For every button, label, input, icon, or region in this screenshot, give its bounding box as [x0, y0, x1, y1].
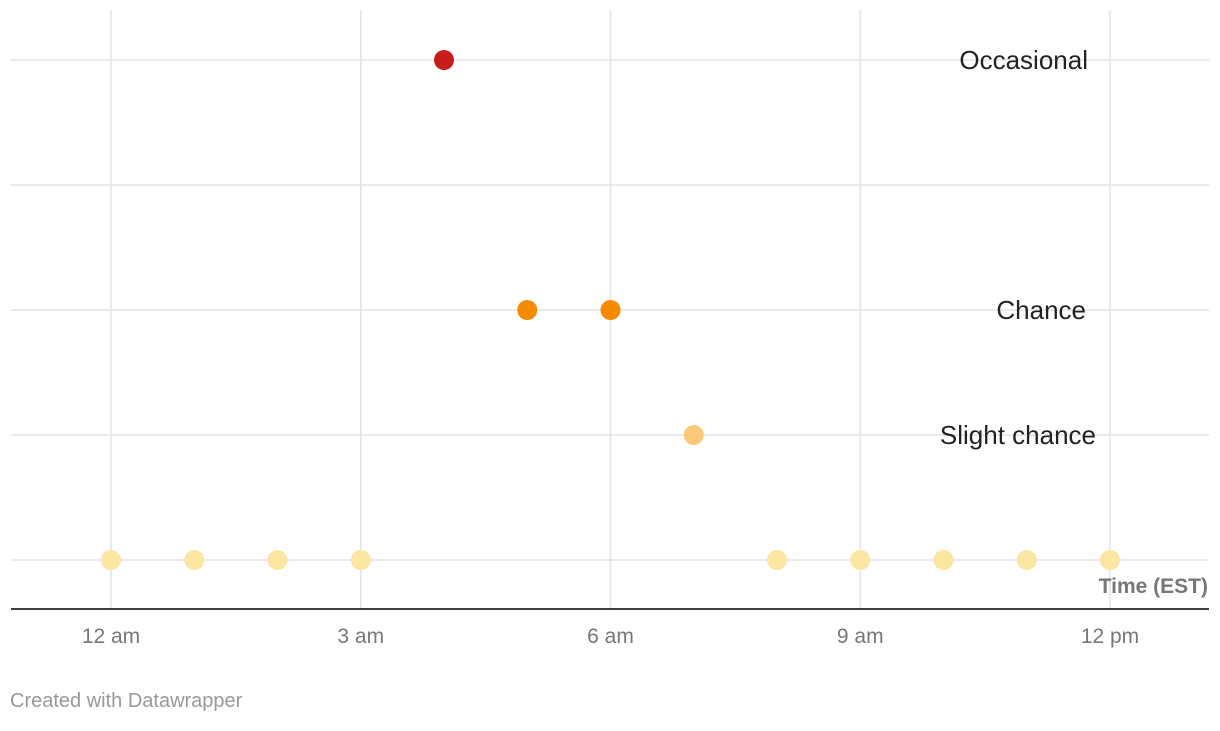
x-tick-labels: 12 am 3 am 6 am 9 am 12 pm [82, 625, 1139, 648]
x-tick-label: 12 am [82, 625, 140, 648]
x-tick-label: 3 am [337, 625, 384, 648]
x-tick-label: 9 am [837, 625, 884, 648]
level-label: Chance [996, 295, 1086, 325]
data-point [434, 50, 454, 70]
level-label: Occasional [959, 45, 1088, 75]
data-point [1100, 550, 1120, 570]
x-tick-label: 6 am [587, 625, 634, 648]
data-point [600, 300, 621, 320]
data-point [517, 300, 538, 320]
data-point [101, 550, 121, 570]
level-labels: Slight chance Chance Occasional [940, 45, 1096, 450]
footer-credit: Created with Datawrapper [10, 690, 243, 712]
data-point [1016, 550, 1037, 570]
vertical-gridlines [110, 10, 1111, 609]
data-point [933, 550, 954, 570]
data-point [267, 550, 288, 570]
data-point [184, 550, 205, 570]
data-point [767, 550, 787, 570]
data-points [101, 50, 1120, 570]
data-point [683, 425, 704, 445]
data-point [850, 550, 871, 570]
x-tick-label: 12 pm [1081, 625, 1139, 648]
x-axis-title: Time (EST) [1099, 575, 1208, 598]
level-label: Slight chance [940, 420, 1096, 450]
data-point [350, 550, 371, 570]
